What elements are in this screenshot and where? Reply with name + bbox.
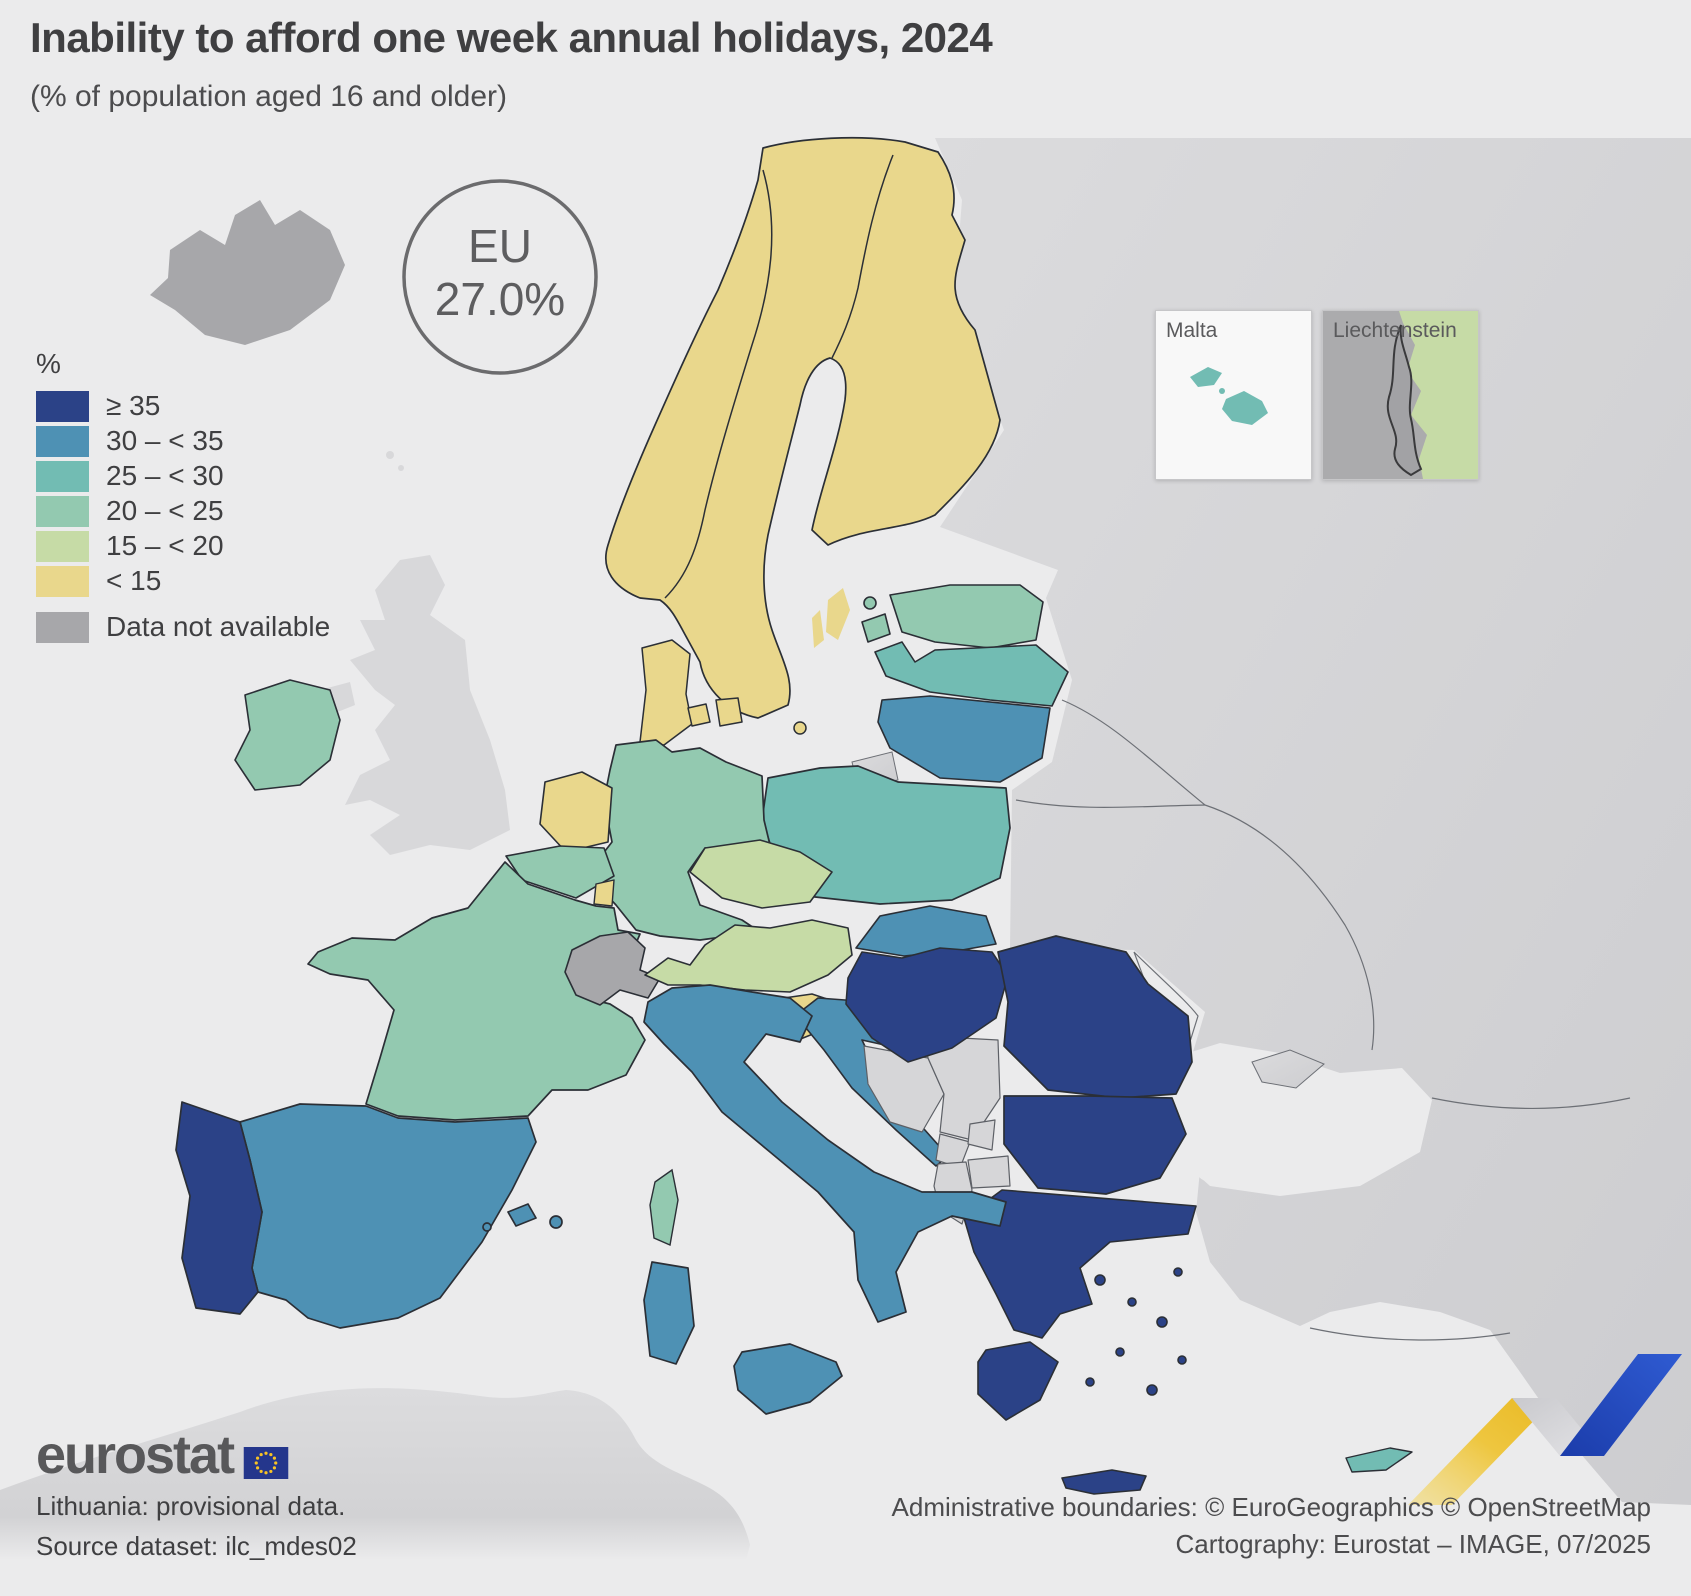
image-ribbon-logo <box>1408 1354 1682 1505</box>
island-gotland <box>826 588 850 640</box>
legend-swatch-c15 <box>36 530 89 562</box>
legend-swatch-gte35 <box>36 390 89 422</box>
legend-swatch-nodata <box>36 611 89 643</box>
inset-liechtenstein: Liechtenstein <box>1322 310 1479 480</box>
country-czechia <box>689 839 833 909</box>
footnote-source: Source dataset: ilc_mdes02 <box>36 1531 357 1561</box>
country-latvia <box>874 641 1069 707</box>
country-italy <box>643 984 1007 1415</box>
legend-label-c15: 15 – < 20 <box>106 530 224 561</box>
legend-swatch-c20 <box>36 495 89 527</box>
page-title: Inability to afford one week annual holi… <box>30 14 993 61</box>
credit-boundaries: Administrative boundaries: © EuroGeograp… <box>891 1492 1651 1522</box>
island-comino <box>1219 388 1225 394</box>
country-liechtenstein-outline <box>1386 324 1423 477</box>
country-united-kingdom <box>345 555 510 855</box>
footnote-provisional: Lithuania: provisional data. <box>36 1491 346 1521</box>
legend-row-lt15: < 15 <box>36 565 330 597</box>
island-corsica <box>649 1168 679 1246</box>
legend-swatch-lt15 <box>36 565 89 597</box>
legend-label-lt15: < 15 <box>106 565 162 596</box>
western-balkans <box>863 1035 1011 1225</box>
legend-swatch-c30 <box>36 425 89 457</box>
island-oland <box>812 610 824 648</box>
legend: % ≥ 35 30 – < 35 25 – < 30 20 – < 25 15 – < … <box>36 348 330 646</box>
legend-label-gte35: ≥ 35 <box>106 390 161 421</box>
country-portugal <box>175 1101 263 1315</box>
page-subtitle: (% of population aged 16 and older) <box>30 80 508 113</box>
eu-value-badge: EU 27.0% <box>402 179 598 375</box>
country-greece <box>963 1189 1197 1495</box>
country-estonia <box>861 584 1044 649</box>
legend-row-c30: 30 – < 35 <box>36 425 330 457</box>
country-france <box>307 861 646 1121</box>
legend-label-nodata: Data not available <box>106 611 331 642</box>
country-switzerland <box>564 931 661 1006</box>
country-lithuania <box>877 695 1051 783</box>
country-north-macedonia <box>967 1155 1011 1189</box>
country-cyprus <box>1345 1447 1413 1473</box>
island-gozo <box>1190 367 1222 387</box>
region-fennoscandia <box>605 136 1001 719</box>
country-luxembourg <box>593 879 615 907</box>
legend-row-nodata: Data not available <box>36 611 330 643</box>
inset-malta-map <box>1190 367 1268 425</box>
country-bulgaria <box>1003 1095 1187 1195</box>
crimea <box>1251 1049 1325 1089</box>
legend-row-c25: 25 – < 30 <box>36 460 330 492</box>
credit-cartography: Cartography: Eurostat – IMAGE, 07/2025 <box>1175 1529 1651 1559</box>
country-ireland <box>234 679 341 791</box>
country-romania <box>997 935 1193 1099</box>
eu-badge-label: EU <box>468 220 532 272</box>
eu-flag-icon <box>243 1447 289 1479</box>
footer-left: eurostat Lithuania: provisional data. So… <box>36 1428 357 1562</box>
legend-label-c25: 25 – < 30 <box>106 460 224 491</box>
island-malta <box>1222 391 1268 425</box>
title-block: Inability to afford one week annual holi… <box>30 14 993 114</box>
sea-of-marmara <box>1198 1165 1238 1183</box>
inset-malta-label: Malta <box>1166 319 1218 342</box>
non-eu-east-landmass <box>935 138 1691 1505</box>
inset-malta: Malta <box>1155 310 1312 480</box>
legend-row-c20: 20 – < 25 <box>36 495 330 527</box>
eurostat-logo: eurostat <box>36 1428 357 1482</box>
eurostat-logo-text: eurostat <box>36 1425 235 1485</box>
black-sea <box>1143 1043 1432 1196</box>
inset-liechtenstein-map <box>1386 311 1478 479</box>
country-serbia <box>923 1035 1001 1141</box>
legend-row-c15: 15 – < 20 <box>36 530 330 562</box>
inset-austria-area <box>1399 311 1478 479</box>
legend-label-c20: 20 – < 25 <box>106 495 224 526</box>
legend-label-c30: 30 – < 35 <box>106 425 224 456</box>
faroe-islet <box>398 465 404 471</box>
legend-rows: ≥ 35 30 – < 35 25 – < 30 20 – < 25 15 – < 20… <box>36 390 330 643</box>
faroe-islet <box>386 451 394 459</box>
inset-liechtenstein-label: Liechtenstein <box>1333 319 1457 342</box>
legend-swatch-c25 <box>36 460 89 492</box>
country-kosovo <box>967 1119 996 1151</box>
country-netherlands <box>539 771 613 853</box>
eu-badge-value: 27.0% <box>435 273 565 325</box>
nordic-borders <box>664 154 894 599</box>
footer-right: Administrative boundaries: © EuroGeograp… <box>892 1486 1651 1560</box>
legend-row-gte35: ≥ 35 <box>36 390 330 422</box>
country-hungary <box>845 947 1009 1063</box>
north-africa <box>0 1388 750 1560</box>
country-iceland <box>150 200 345 345</box>
country-denmark <box>639 639 807 746</box>
legend-unit-label: % <box>36 348 61 379</box>
